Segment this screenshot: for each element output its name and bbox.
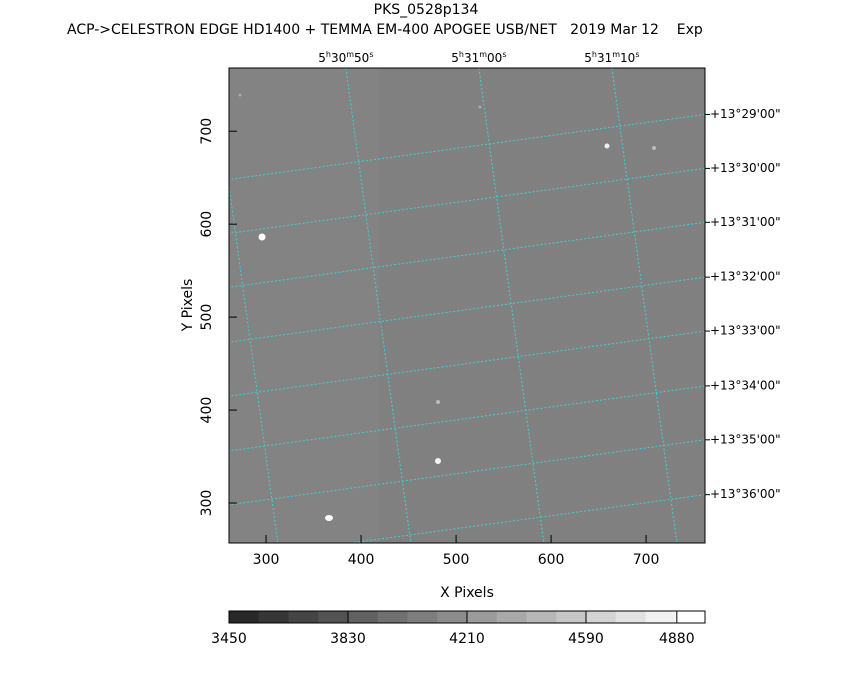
colorbar-segment <box>407 611 438 623</box>
x-tick-label: 300 <box>253 552 280 568</box>
ra-label-part: 31 <box>597 51 612 65</box>
dec-tick-label: +13°30'00" <box>710 161 781 175</box>
colorbar-tick-label: 4590 <box>568 631 604 647</box>
ra-label-part: s <box>369 50 373 59</box>
y-tick-label: 700 <box>199 118 215 145</box>
colorbar-tick-label: 4880 <box>659 631 695 647</box>
ra-label-part: 31 <box>464 51 479 65</box>
dec-grid-line <box>229 439 705 506</box>
ra-label-part: m <box>479 50 487 59</box>
ra-label-part: 00 <box>487 51 502 65</box>
ra-grid-line-extra <box>745 68 810 543</box>
plot-frame <box>228 67 706 544</box>
colorbar-segment <box>318 611 349 623</box>
ra-label-part: h <box>592 50 597 59</box>
colorbar-segment <box>645 611 676 623</box>
star <box>478 105 482 109</box>
colorbar-segment <box>348 611 379 623</box>
chart-subtitle: ACP->CELESTRON EDGE HD1400 + TEMMA EM-40… <box>67 22 703 38</box>
ra-label-part: m <box>346 50 354 59</box>
ra-label-part: s <box>635 50 639 59</box>
dec-tick-label: +13°35'00" <box>710 432 781 446</box>
colorbar-segment <box>586 611 617 623</box>
colorbar-segment <box>556 611 587 623</box>
x-tick-label: 700 <box>633 552 660 568</box>
ra-tick-label: 5h31m00s <box>451 50 506 65</box>
chart-title: PKS_0528p134 <box>374 2 479 18</box>
image-shade <box>229 68 379 543</box>
ra-label-part: 5 <box>318 51 326 65</box>
dec-grid-line <box>229 113 705 180</box>
colorbar-segment <box>526 611 557 623</box>
ra-label-part: 5 <box>584 51 592 65</box>
dec-grid-line <box>229 276 705 343</box>
colorbar-tick-label: 3450 <box>211 631 247 647</box>
y-axis-label: Y Pixels <box>180 279 196 333</box>
colorbar-tick-label: 4210 <box>449 631 485 647</box>
y-tick-label: 600 <box>199 211 215 238</box>
dec-tick-label: +13°33'00" <box>710 324 781 338</box>
dec-tick-label: +13°29'00" <box>710 107 781 121</box>
colorbar-segment <box>377 611 408 623</box>
colorbar-segment <box>496 611 527 623</box>
dec-tick-label: +13°31'00" <box>710 215 781 229</box>
dec-grid-line <box>229 221 705 288</box>
ra-label-part: h <box>459 50 464 59</box>
colorbar-segment <box>467 611 498 623</box>
ra-label-part: m <box>612 50 620 59</box>
star <box>325 515 333 521</box>
star <box>258 233 266 241</box>
dec-grid-line <box>229 167 705 234</box>
star <box>652 146 656 150</box>
colorbar-segment <box>288 611 319 623</box>
ra-label-part: h <box>326 50 331 59</box>
ra-label-part: 50 <box>354 51 369 65</box>
dec-tick-label: +13°34'00" <box>710 378 781 392</box>
colorbar-segment <box>437 611 468 623</box>
colorbar-segment <box>229 611 260 623</box>
dec-tick-label: +13°32'00" <box>710 270 781 284</box>
ra-grid-line-extra <box>80 68 145 543</box>
star <box>238 93 242 97</box>
ra-tick-label: 5h31m10s <box>584 50 639 65</box>
x-tick-label: 500 <box>443 552 470 568</box>
star <box>604 143 610 149</box>
star <box>435 458 441 464</box>
ra-label-part: 30 <box>331 51 346 65</box>
dec-grid-line <box>229 330 705 397</box>
x-axis-label: X Pixels <box>440 585 494 601</box>
y-tick-label: 400 <box>199 397 215 424</box>
colorbar-segment <box>615 611 646 623</box>
colorbar-segment <box>258 611 289 623</box>
star <box>436 400 440 404</box>
sky-image <box>80 68 810 543</box>
ra-label-part: 10 <box>620 51 635 65</box>
dec-tick-label: +13°36'00" <box>710 487 781 501</box>
y-tick-label: 500 <box>199 304 215 331</box>
x-tick-label: 400 <box>348 552 375 568</box>
dec-grid-line <box>229 385 705 452</box>
ra-label-part: s <box>502 50 506 59</box>
ra-tick-label: 5h30m50s <box>318 50 373 65</box>
ra-label-part: 5 <box>451 51 459 65</box>
colorbar-segment <box>675 611 706 623</box>
dec-grid-line <box>347 494 705 543</box>
colorbar-tick-label: 3830 <box>330 631 366 647</box>
x-tick-label: 600 <box>538 552 565 568</box>
y-tick-label: 300 <box>199 490 215 517</box>
